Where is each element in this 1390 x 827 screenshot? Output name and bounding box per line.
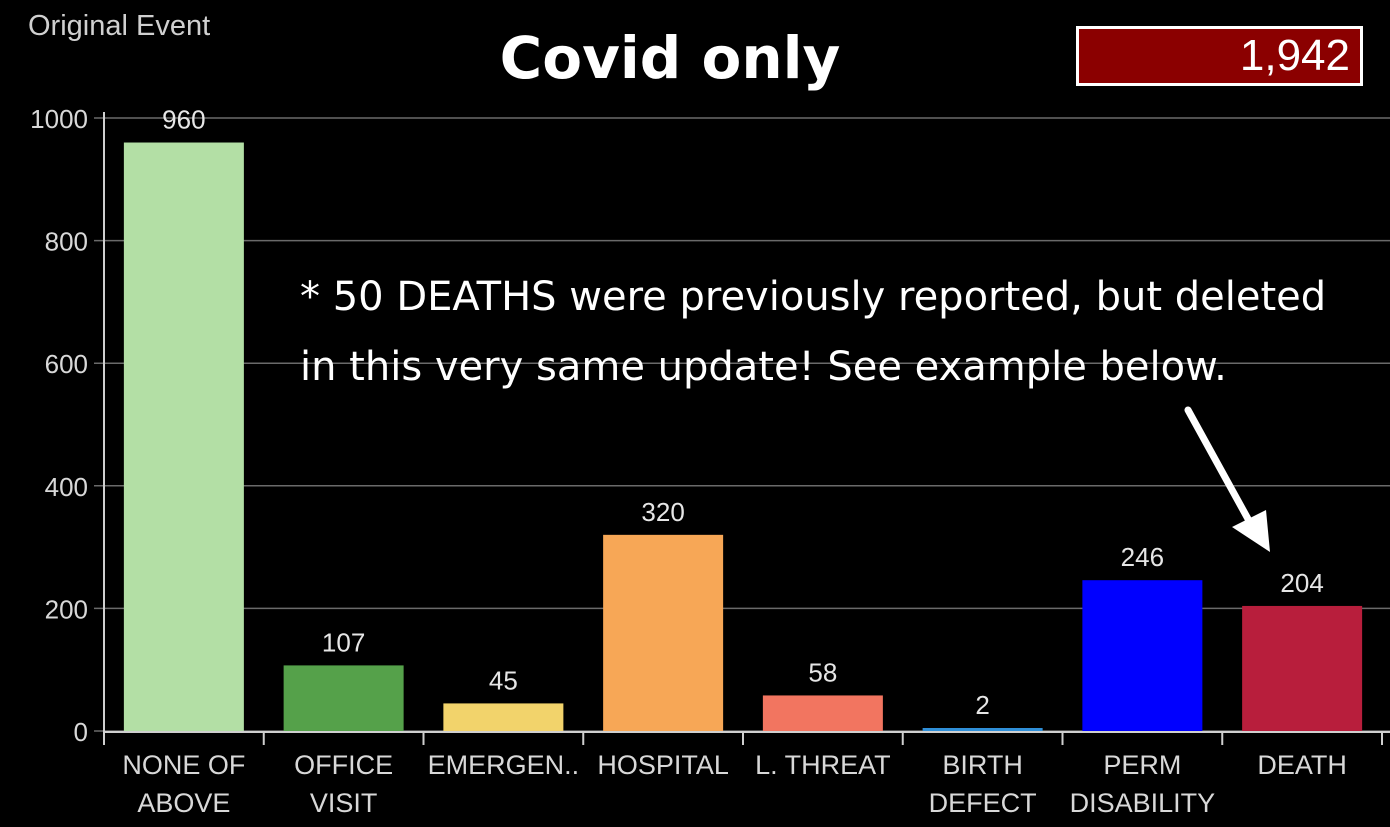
- y-tick-label: 600: [45, 349, 88, 379]
- total-count-badge: 1,942: [1076, 26, 1363, 86]
- bar: [762, 695, 883, 731]
- y-tick-label: 400: [45, 472, 88, 502]
- x-tick-label: L. THREAT: [755, 750, 891, 780]
- bar: [1242, 605, 1363, 731]
- arrow-shaft: [1184, 406, 1257, 532]
- annotation-line-1: * 50 DEATHS were previously reported, bu…: [300, 274, 1327, 320]
- data-label: 204: [1280, 568, 1323, 598]
- data-label: 45: [489, 665, 518, 695]
- chart-title: Covid only: [499, 24, 841, 92]
- x-tick-label: DEATH: [1257, 750, 1347, 780]
- data-label: 2: [975, 690, 989, 720]
- arrow-head: [1232, 510, 1270, 552]
- x-tick-label: DEFECT: [929, 788, 1037, 818]
- x-tick-label: VISIT: [310, 788, 378, 818]
- y-axis-label: Original Event: [28, 10, 211, 42]
- x-tick-label: PERM: [1103, 750, 1181, 780]
- data-label: 58: [808, 657, 837, 687]
- y-tick-label: 200: [45, 594, 88, 624]
- bar: [283, 665, 404, 731]
- data-label: 960: [162, 105, 205, 135]
- bar: [443, 703, 564, 731]
- data-label: 320: [641, 497, 684, 527]
- bar: [123, 142, 244, 731]
- x-tick-label: BIRTH: [942, 750, 1023, 780]
- data-label: 246: [1121, 542, 1164, 572]
- y-tick-label: 0: [74, 717, 88, 747]
- bar: [1082, 580, 1203, 731]
- annotation-line-2: in this very same update! See example be…: [300, 344, 1227, 390]
- y-tick-label: 1000: [30, 104, 88, 134]
- bar: [603, 534, 724, 731]
- x-tick-label: NONE OF: [122, 750, 245, 780]
- x-tick-label: ABOVE: [137, 788, 230, 818]
- data-label: 107: [322, 627, 365, 657]
- x-tick-label: DISABILITY: [1070, 788, 1216, 818]
- annotation-text: * 50 DEATHS were previously reported, bu…: [300, 262, 1360, 402]
- bar: [922, 728, 1043, 731]
- y-tick-label: 800: [45, 227, 88, 257]
- x-tick-label: EMERGEN..: [428, 750, 580, 780]
- x-tick-label: HOSPITAL: [597, 750, 729, 780]
- x-tick-label: OFFICE: [294, 750, 393, 780]
